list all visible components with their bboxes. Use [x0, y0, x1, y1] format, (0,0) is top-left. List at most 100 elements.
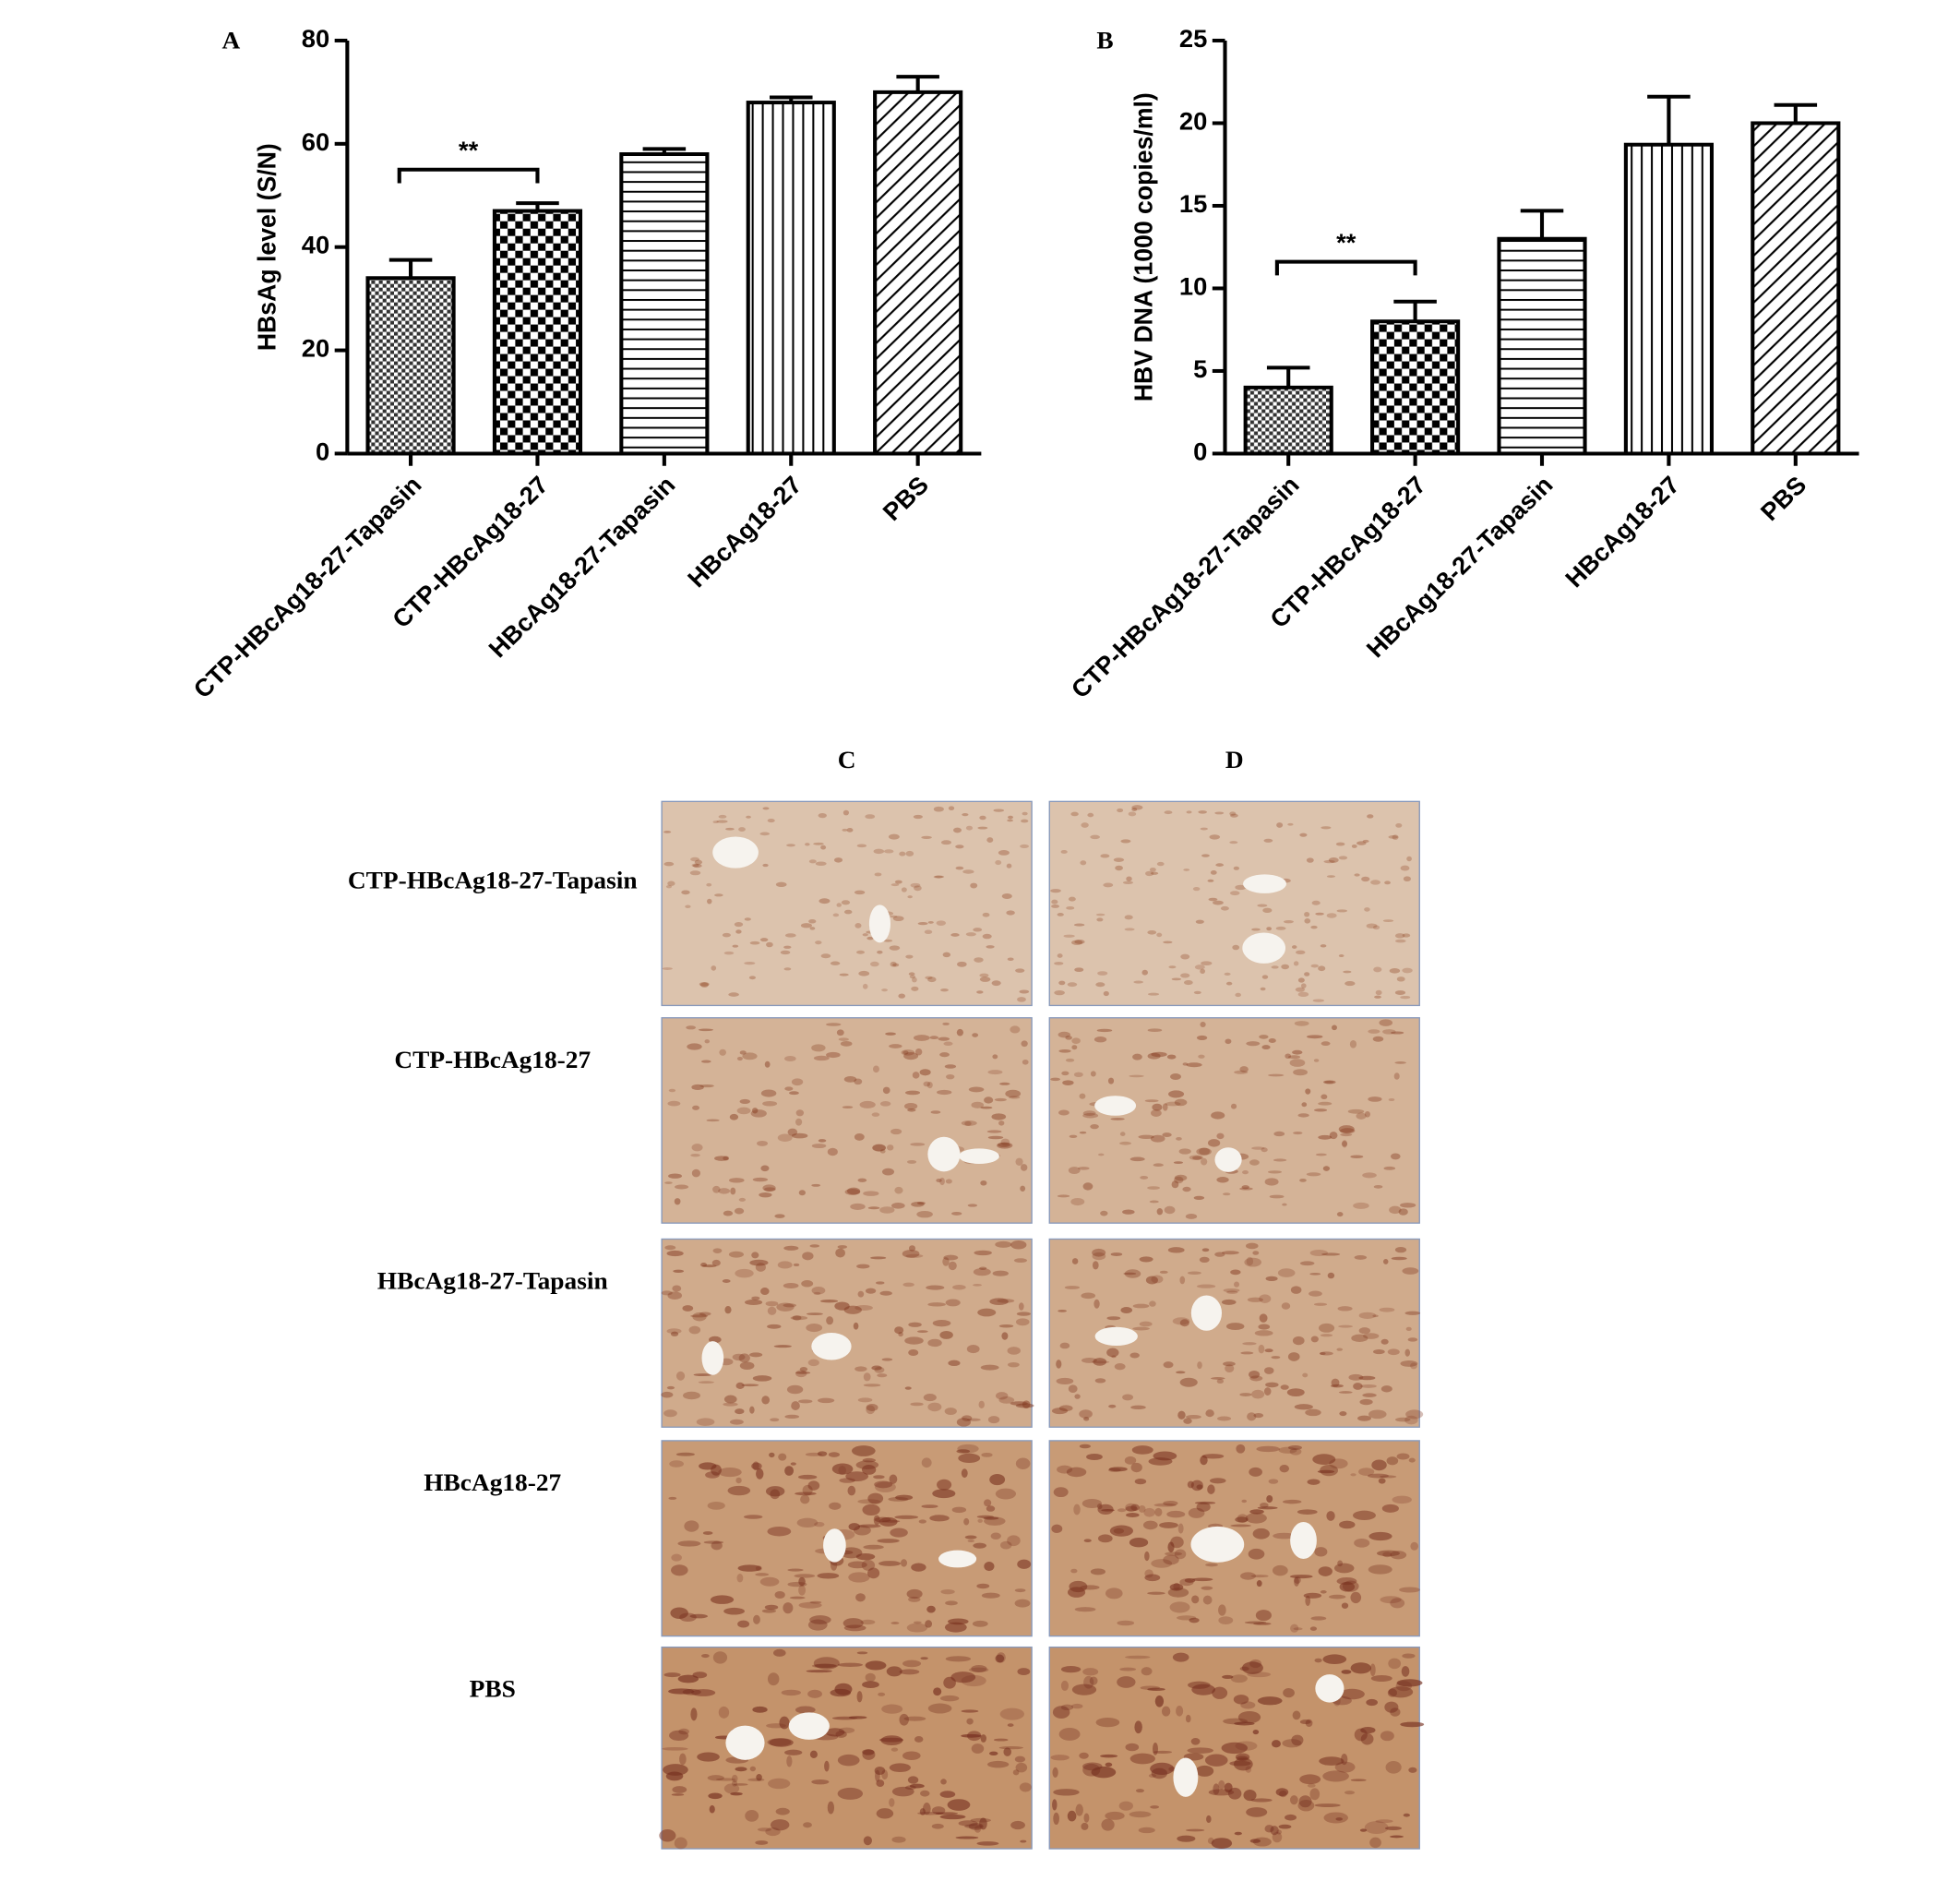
stain — [1369, 1837, 1381, 1849]
stain — [683, 1391, 700, 1400]
stain — [939, 1330, 953, 1339]
stain — [775, 1807, 790, 1815]
stain — [862, 1749, 875, 1755]
stain — [1255, 1610, 1272, 1622]
stain — [1367, 1473, 1389, 1479]
stain — [904, 1386, 912, 1390]
stain — [1063, 934, 1075, 938]
stain — [990, 1532, 1001, 1540]
stain — [1394, 939, 1406, 943]
stain — [906, 1588, 923, 1599]
vessel — [701, 1341, 724, 1375]
stain — [661, 1290, 673, 1296]
stain — [768, 1778, 791, 1790]
stain — [836, 903, 843, 907]
stain — [942, 952, 951, 958]
stain — [1359, 1398, 1373, 1406]
stain — [914, 885, 922, 892]
stain — [1081, 822, 1089, 828]
stain — [1350, 1473, 1356, 1477]
stain — [794, 1574, 816, 1578]
stain — [1266, 1494, 1273, 1504]
stain — [837, 1787, 864, 1800]
stain — [1404, 1311, 1421, 1315]
stain — [889, 1044, 902, 1048]
column-label: C — [838, 746, 856, 773]
stain — [1154, 1695, 1165, 1707]
stain — [961, 1674, 986, 1687]
stain — [759, 832, 771, 836]
stain — [708, 1792, 723, 1800]
stain — [1225, 1038, 1232, 1045]
stain — [1202, 1595, 1213, 1605]
stain — [1275, 926, 1286, 930]
stain — [698, 1381, 714, 1384]
stain — [898, 993, 906, 999]
stain — [1334, 1761, 1356, 1773]
stain — [735, 1268, 754, 1278]
stain — [767, 1324, 782, 1329]
stain — [860, 1619, 876, 1625]
stain — [732, 944, 739, 948]
stain — [1142, 1520, 1158, 1530]
stain — [1143, 1507, 1155, 1517]
stain — [843, 1075, 857, 1083]
stain — [838, 1727, 855, 1733]
stain — [971, 1664, 987, 1672]
stain — [1339, 1581, 1356, 1592]
stain — [854, 1078, 863, 1085]
stain — [712, 1248, 723, 1253]
stain — [1192, 1156, 1202, 1160]
stain — [1384, 1701, 1399, 1713]
stain — [769, 1452, 775, 1458]
stain — [1244, 1621, 1267, 1624]
stain — [1402, 1653, 1416, 1659]
stain — [1304, 918, 1311, 924]
stain — [716, 1778, 736, 1781]
stain — [1258, 1344, 1265, 1354]
stain — [1153, 1503, 1177, 1507]
stain — [1015, 1457, 1031, 1469]
stain — [1244, 1257, 1261, 1267]
stain — [1010, 1820, 1025, 1830]
stain — [722, 1279, 731, 1283]
stain — [1144, 1551, 1150, 1562]
stain — [1185, 1214, 1198, 1219]
vessel — [1290, 1521, 1317, 1560]
stain — [814, 1663, 836, 1669]
bar — [492, 209, 583, 456]
vessel — [1190, 1295, 1223, 1331]
stain — [932, 1320, 951, 1327]
stain — [760, 1089, 777, 1097]
stain — [874, 1366, 885, 1373]
stain — [890, 1528, 908, 1538]
stain — [809, 1750, 818, 1758]
image-background — [661, 1238, 1033, 1428]
stain — [1017, 1668, 1031, 1676]
stain — [1118, 1801, 1133, 1811]
stain — [1097, 1504, 1114, 1516]
stain — [1408, 1767, 1417, 1773]
stain — [669, 1730, 689, 1741]
stain — [944, 1408, 957, 1415]
stain — [1195, 1765, 1214, 1777]
stain — [972, 1033, 979, 1037]
stain — [1082, 1668, 1099, 1676]
stain — [1368, 1409, 1387, 1420]
stain — [1285, 1814, 1297, 1821]
stain — [876, 1808, 894, 1819]
stain — [1144, 1099, 1159, 1103]
stain — [1070, 811, 1079, 817]
stain — [997, 1299, 1015, 1303]
stain — [662, 967, 673, 970]
stain — [998, 1142, 1010, 1148]
stain — [1130, 1504, 1140, 1511]
stain — [958, 1453, 981, 1464]
stain — [943, 1254, 959, 1261]
stain — [1191, 1683, 1216, 1695]
stain — [1389, 1205, 1402, 1215]
stain — [1366, 923, 1378, 929]
stain — [986, 945, 995, 949]
stain — [663, 861, 675, 867]
stain — [955, 866, 964, 870]
